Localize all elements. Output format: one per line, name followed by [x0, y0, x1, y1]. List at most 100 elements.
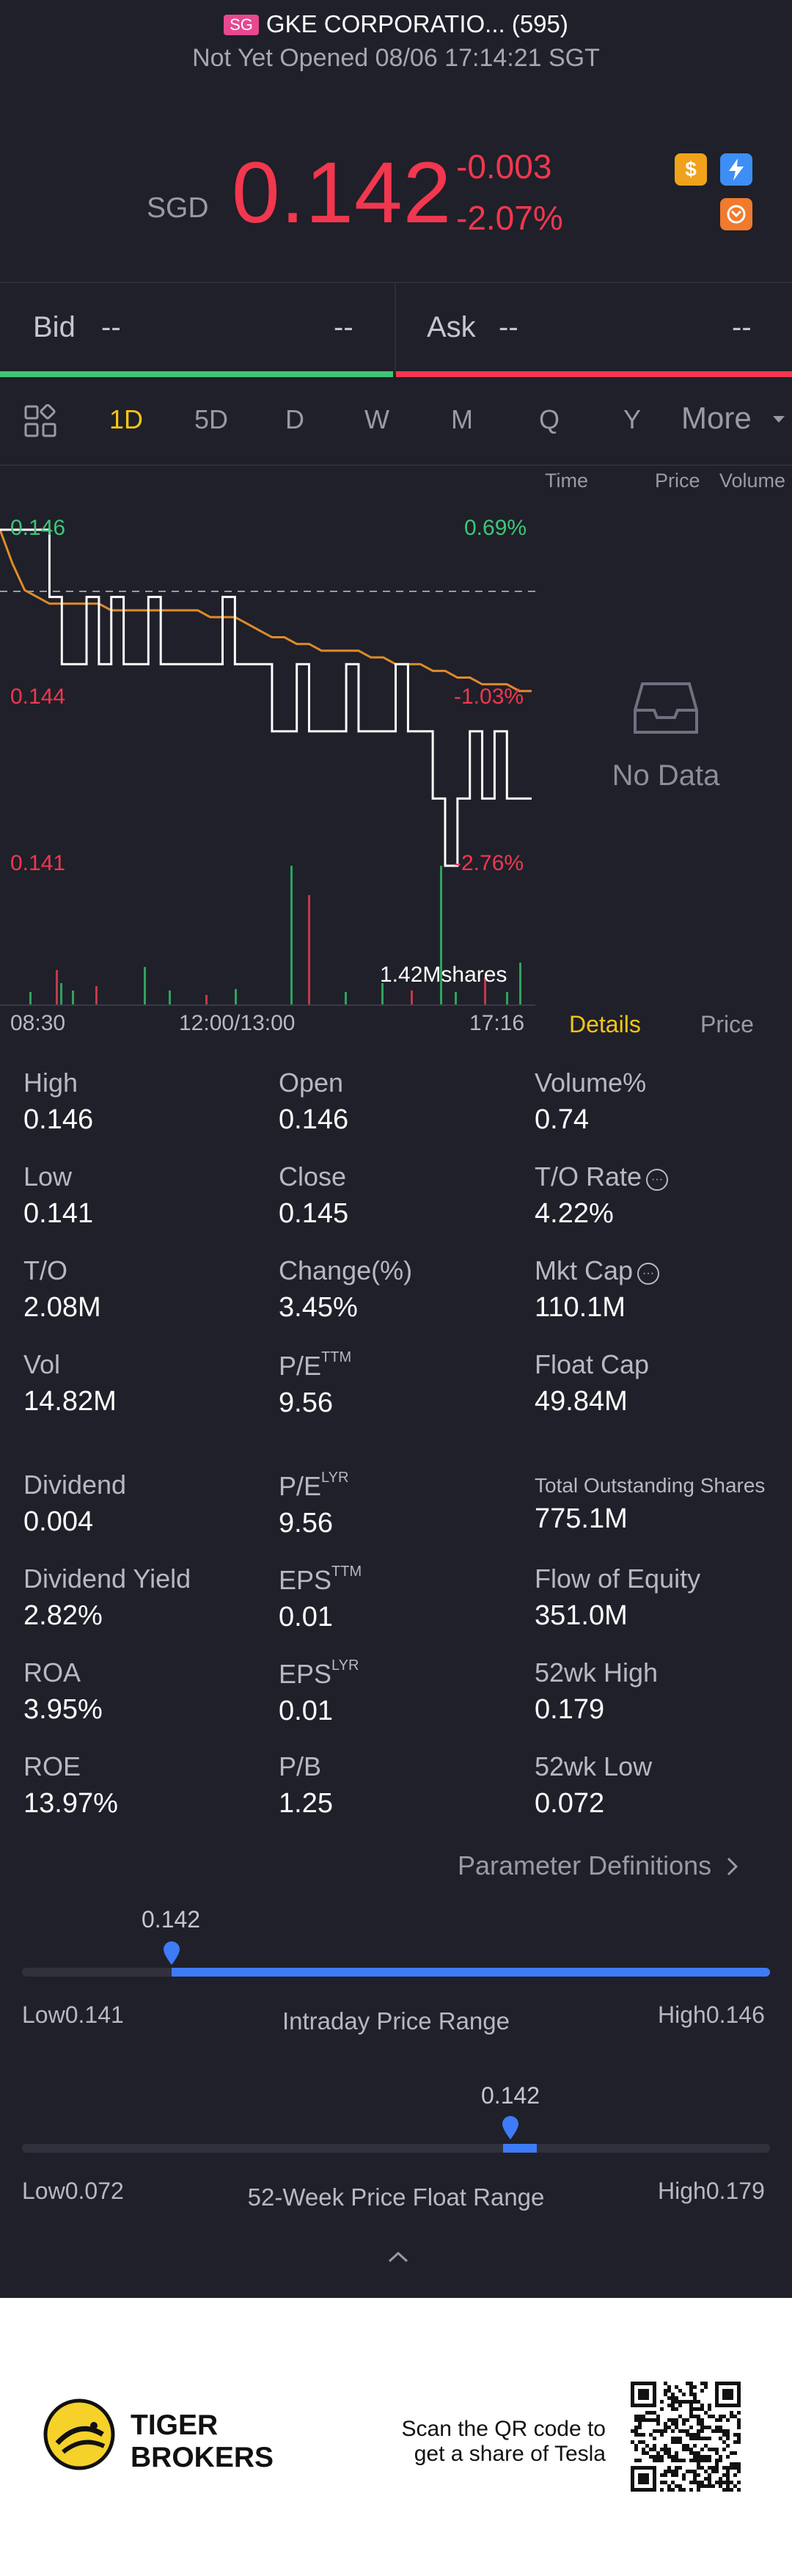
week52-low: Low0.072	[22, 2178, 124, 2204]
currency-label: SGD	[147, 192, 209, 224]
last-price: 0.142	[232, 145, 452, 241]
stat-dividend: Dividend 0.004	[23, 1470, 126, 1538]
volume-bar	[484, 977, 486, 1005]
stat-label: Float Cap	[535, 1349, 650, 1379]
avg-price-line	[0, 529, 532, 693]
grid-icon[interactable]	[23, 404, 57, 442]
pct-low-label: -2.76%	[454, 851, 524, 875]
stat-label: 52wk Low	[535, 1751, 653, 1781]
stat-label: 52wk High	[535, 1657, 659, 1687]
stat-52wk-high: 52wk High 0.179	[535, 1657, 658, 1726]
tab-m[interactable]: M	[451, 404, 473, 434]
stat-value: 0.74	[535, 1104, 589, 1135]
stat-roe: ROE 13.97%	[23, 1751, 118, 1820]
arrows-icon[interactable]	[720, 198, 752, 230]
tab-5d[interactable]: 5D	[194, 404, 229, 434]
stat-value: 110.1M	[535, 1292, 626, 1323]
chevron-up-icon[interactable]	[387, 2250, 409, 2268]
volume-bar	[29, 992, 32, 1005]
stat-label: P/B	[279, 1751, 322, 1781]
tab-w[interactable]: W	[364, 404, 389, 434]
stat-label: ROA	[23, 1657, 81, 1687]
ask-section: Ask -- --	[396, 283, 791, 374]
lightning-icon[interactable]	[720, 153, 752, 186]
stat-value: 2.08M	[23, 1292, 101, 1323]
stat-high: High 0.146	[23, 1068, 93, 1136]
ask-label: Ask	[427, 311, 476, 343]
stat-vol: Vol 14.82M	[23, 1349, 117, 1417]
tab-1d[interactable]: 1D	[109, 404, 144, 434]
intraday-range-title: Intraday Price Range	[282, 2007, 510, 2035]
bid-strength-bar	[0, 371, 393, 377]
intraday-fill	[172, 1968, 770, 1977]
info-icon[interactable]: ···	[637, 1263, 660, 1285]
stat-eps-lyr: EPSLYR 0.01	[279, 1657, 359, 1727]
stat-value: 1.25	[279, 1788, 333, 1819]
chevron-down-icon[interactable]	[771, 415, 786, 428]
week52-range-title: 52-Week Price Float Range	[247, 2183, 545, 2211]
intraday-high: High0.146	[658, 2002, 765, 2028]
x-label-start: 08:30	[10, 1011, 66, 1035]
volume-bar	[72, 990, 74, 1005]
stat-value: 0.004	[23, 1506, 94, 1537]
inbox-icon	[632, 681, 700, 740]
qr-code-icon[interactable]	[631, 2382, 741, 2495]
price-high-label: 0.146	[10, 516, 66, 540]
stat-p-e-lyr: P/ELYR 9.56	[279, 1470, 348, 1539]
col-volume: Volume	[719, 470, 786, 492]
ask-price: --	[499, 311, 518, 343]
dollar-icon[interactable]: $	[675, 153, 707, 186]
stat-p-e-ttm: P/ETTM 9.56	[279, 1349, 351, 1419]
stat-label: T/O	[23, 1255, 67, 1285]
ask-volume: --	[732, 311, 752, 343]
stat-value: 0.146	[279, 1104, 349, 1135]
tab-more[interactable]: More	[681, 401, 752, 435]
volume-bar	[455, 992, 457, 1005]
stat-flow-of-equity: Flow of Equity 351.0M	[535, 1564, 700, 1632]
stat-t-o-rate: T/O Rate ··· 4.22%	[535, 1161, 669, 1230]
week52-current-label: 0.142	[481, 2082, 540, 2109]
tab-details[interactable]: Details	[569, 1011, 641, 1037]
tab-d[interactable]: D	[285, 404, 304, 434]
market-badge: SG	[224, 15, 259, 35]
bid-price: --	[101, 311, 121, 343]
x-label-end: 17:16	[469, 1011, 525, 1035]
intraday-chart[interactable]	[0, 484, 543, 1012]
stat-value: 9.56	[279, 1387, 333, 1418]
stat-label: High	[23, 1068, 78, 1098]
volume-bar	[144, 967, 146, 1005]
stat-label: Vol	[23, 1349, 61, 1379]
stat-value: 13.97%	[23, 1788, 118, 1819]
info-icon[interactable]: ···	[646, 1169, 669, 1191]
tab-y[interactable]: Y	[623, 404, 642, 434]
stat-open: Open 0.146	[279, 1068, 348, 1136]
bid-section: Bid -- --	[0, 283, 396, 374]
stat-value: 0.01	[279, 1602, 333, 1632]
stat-value: 2.82%	[23, 1600, 103, 1631]
parameter-definitions-link[interactable]: Parameter Definitions	[458, 1850, 739, 1881]
stat-volume: Volume% 0.74	[535, 1068, 646, 1136]
stat-roa: ROA 3.95%	[23, 1657, 103, 1726]
stat-label: Change(%)	[279, 1255, 413, 1285]
stat-t-o: T/O 2.08M	[23, 1255, 101, 1324]
brand-name: TIGER BROKERS	[131, 2409, 274, 2473]
tab-q[interactable]: Q	[539, 404, 560, 434]
col-price: Price	[655, 470, 700, 492]
price-low-label: 0.141	[10, 851, 66, 875]
chevron-right-icon	[726, 1850, 739, 1880]
map-pin-icon	[501, 2115, 520, 2145]
price-mid-label: 0.144	[10, 685, 66, 709]
stock-name: GKE CORPORATIO... (595)	[265, 10, 568, 37]
price-line	[0, 528, 532, 867]
stat-52wk-low: 52wk Low 0.072	[535, 1751, 652, 1820]
no-data-text: No Data	[612, 759, 720, 792]
tab-price[interactable]: Price	[700, 1011, 754, 1037]
stat-total-outstanding-shares: Total Outstanding Shares 775.1M	[535, 1470, 765, 1535]
price-change-pct: -2.07%	[456, 199, 563, 237]
period-tabs: 1D 5D D W M Q Y More	[0, 378, 792, 466]
tiger-logo-icon	[43, 2398, 116, 2475]
volume-label: 1.42Mshares	[380, 963, 507, 987]
intraday-range: 0.142 Low0.141 Intraday Price Range High…	[0, 1906, 792, 2053]
stat-label: Low	[23, 1161, 73, 1192]
bid-label: Bid	[33, 311, 76, 343]
